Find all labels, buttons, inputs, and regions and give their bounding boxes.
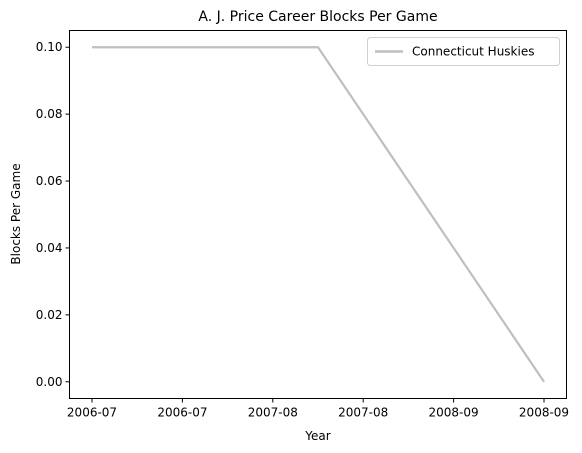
x-tick-label: 2008-09 — [429, 406, 479, 420]
x-axis: 2006-07 2006-07 2007-08 2007-08 2008-09 2008-… — [67, 398, 569, 420]
x-tick-label: 2006-07 — [67, 406, 117, 420]
legend-label: Connecticut Huskies — [412, 45, 534, 59]
x-tick-label: 2008-09 — [519, 406, 569, 420]
chart-title: A. J. Price Career Blocks Per Game — [198, 9, 437, 25]
x-tick-label: 2007-08 — [338, 406, 388, 420]
y-tick-label: 0.00 — [36, 375, 63, 389]
y-tick-label: 0.04 — [36, 241, 63, 255]
plot-frame — [69, 30, 567, 399]
x-axis-title: Year — [304, 429, 330, 443]
x-tick-label: 2006-07 — [157, 406, 207, 420]
y-axis-title: Blocks Per Game — [9, 163, 23, 264]
legend: Connecticut Huskies — [367, 37, 560, 66]
x-tick-label: 2007-08 — [248, 406, 298, 420]
legend-box — [367, 37, 560, 66]
series-layer — [92, 46, 545, 383]
series-line-0 — [92, 46, 545, 383]
y-tick-label: 0.10 — [36, 40, 63, 54]
y-axis: 0.00 0.02 0.04 0.06 0.08 0.10 — [36, 40, 70, 389]
y-tick-label: 0.06 — [36, 174, 63, 188]
y-tick-label: 0.02 — [36, 308, 63, 322]
y-tick-label: 0.08 — [36, 107, 63, 121]
